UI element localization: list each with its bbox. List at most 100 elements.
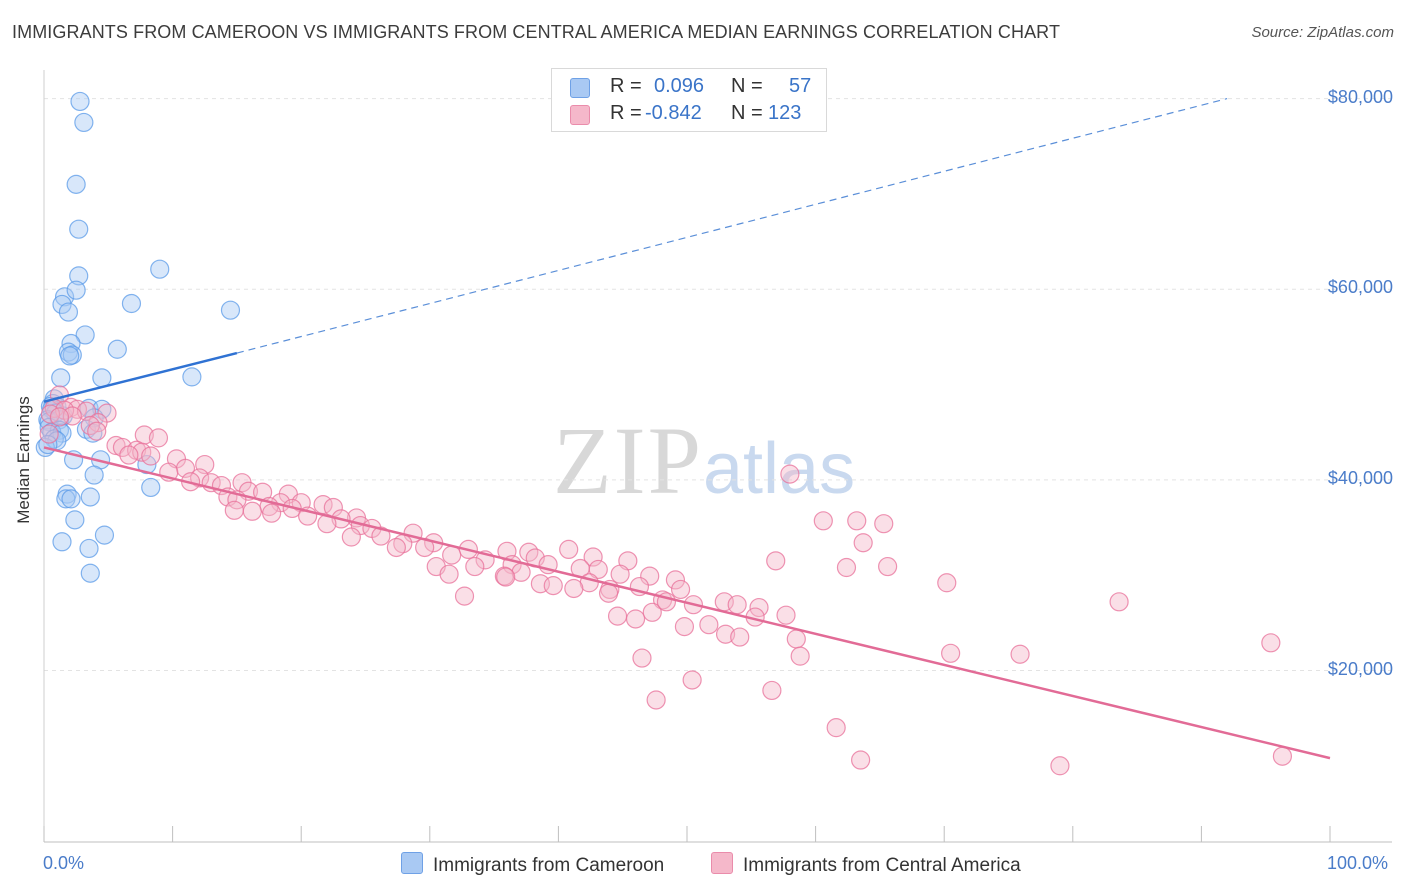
point-cameroon	[70, 91, 90, 112]
point-central-america	[1109, 592, 1129, 612]
point-cameroon	[56, 489, 76, 509]
point-central-america	[39, 424, 59, 444]
point-central-america	[341, 527, 361, 547]
point-central-america	[776, 605, 796, 625]
point-central-america	[780, 464, 800, 484]
legend-swatch-central-america	[570, 105, 590, 125]
point-central-america	[242, 501, 262, 521]
point-central-america	[1261, 633, 1281, 653]
point-cameroon	[58, 302, 79, 322]
point-central-america	[371, 526, 391, 546]
legend-r-label: R =	[610, 102, 642, 124]
y-tick-label-20000: $20,000	[1327, 659, 1393, 679]
point-central-america	[439, 564, 459, 584]
point-central-america	[699, 615, 719, 635]
legend-r-label: R =	[610, 75, 642, 97]
point-central-america	[766, 551, 786, 571]
point-cameroon	[75, 325, 95, 345]
point-cameroon	[80, 487, 100, 507]
point-cameroon	[52, 294, 72, 315]
point-central-america	[715, 624, 736, 644]
bottom-legend-central-america: Immigrants from Central America	[711, 852, 1021, 877]
y-tick-label-60000: $60,000	[1327, 277, 1393, 297]
point-central-america	[148, 428, 169, 448]
point-central-america	[646, 690, 666, 710]
data-points	[35, 91, 1293, 776]
y-axis-label: Median Earnings	[14, 396, 33, 524]
point-cameroon	[51, 368, 71, 388]
point-cameroon	[141, 477, 161, 498]
point-central-america	[749, 597, 769, 618]
legend-r-value: -0.842	[645, 102, 702, 124]
point-central-america	[564, 578, 584, 599]
point-central-america	[874, 514, 894, 534]
point-central-america	[730, 627, 750, 647]
legend-n-label: N =	[731, 102, 763, 124]
point-central-america	[386, 537, 406, 558]
point-central-america	[87, 421, 107, 441]
point-cameroon	[121, 293, 142, 314]
legend: R = 0.096 N = 57 R = -0.842 N = 123	[551, 68, 827, 132]
point-cameroon	[92, 368, 112, 388]
bottom-legend-swatch-central-america	[711, 852, 733, 874]
point-central-america	[559, 539, 579, 560]
grid	[44, 98, 1392, 671]
point-central-america	[610, 564, 630, 584]
point-cameroon	[80, 563, 100, 583]
watermark-atlas: atlas	[703, 429, 856, 509]
point-central-america	[141, 446, 161, 466]
bottom-legend-swatch-cameroon	[401, 852, 423, 874]
point-cameroon	[69, 266, 89, 286]
trend-line-cameroon-extension	[236, 98, 1228, 354]
point-central-america	[682, 670, 702, 690]
point-central-america	[878, 556, 898, 577]
point-central-america	[826, 718, 846, 738]
trend-line-central-america	[43, 446, 1331, 760]
point-cameroon	[182, 367, 202, 387]
point-central-america	[790, 646, 810, 666]
watermark: ZIPatlas	[553, 405, 855, 516]
x-tick-label-min: 0.0%	[43, 853, 85, 873]
point-central-america	[224, 500, 244, 520]
point-central-america	[1050, 756, 1070, 776]
point-central-america	[112, 437, 133, 458]
point-central-america	[937, 573, 957, 593]
point-central-america	[262, 503, 282, 523]
point-cameroon	[61, 489, 81, 509]
point-central-america	[836, 557, 857, 578]
point-central-america	[665, 570, 686, 590]
point-cameroon	[79, 538, 99, 559]
legend-n-value: 57	[789, 75, 812, 97]
point-central-america	[670, 579, 691, 600]
y-tick-label-40000: $40,000	[1327, 468, 1393, 488]
point-cameroon	[54, 287, 75, 307]
point-central-america	[543, 576, 563, 596]
bottom-legend-label-cameroon: Immigrants from Cameroon	[433, 855, 665, 876]
point-central-america	[607, 606, 628, 626]
point-central-america	[588, 559, 608, 580]
point-central-america	[640, 566, 660, 586]
point-cameroon	[74, 112, 94, 133]
point-cameroon	[65, 510, 85, 530]
y-tick-label-80000: $80,000	[1327, 87, 1393, 107]
point-central-america	[119, 445, 139, 465]
trend-line-cameroon	[43, 351, 238, 403]
point-cameroon	[150, 259, 170, 279]
point-central-america	[598, 583, 619, 603]
point-central-america	[494, 566, 514, 586]
bottom-legend-label-central-america: Immigrants from Central America	[743, 855, 1021, 876]
point-cameroon	[107, 339, 127, 359]
trend-lines	[43, 98, 1331, 760]
point-central-america	[583, 547, 603, 567]
point-central-america	[465, 556, 485, 577]
point-cameroon	[66, 174, 86, 194]
point-cameroon	[66, 280, 86, 300]
watermark-zip: ZIP	[553, 407, 703, 514]
point-central-america	[442, 545, 462, 565]
point-central-america	[642, 602, 662, 622]
point-central-america	[853, 533, 873, 553]
point-cameroon	[69, 219, 89, 239]
legend-r-value: 0.096	[654, 75, 705, 97]
y-axis-label-container: Median Earnings	[14, 332, 34, 524]
